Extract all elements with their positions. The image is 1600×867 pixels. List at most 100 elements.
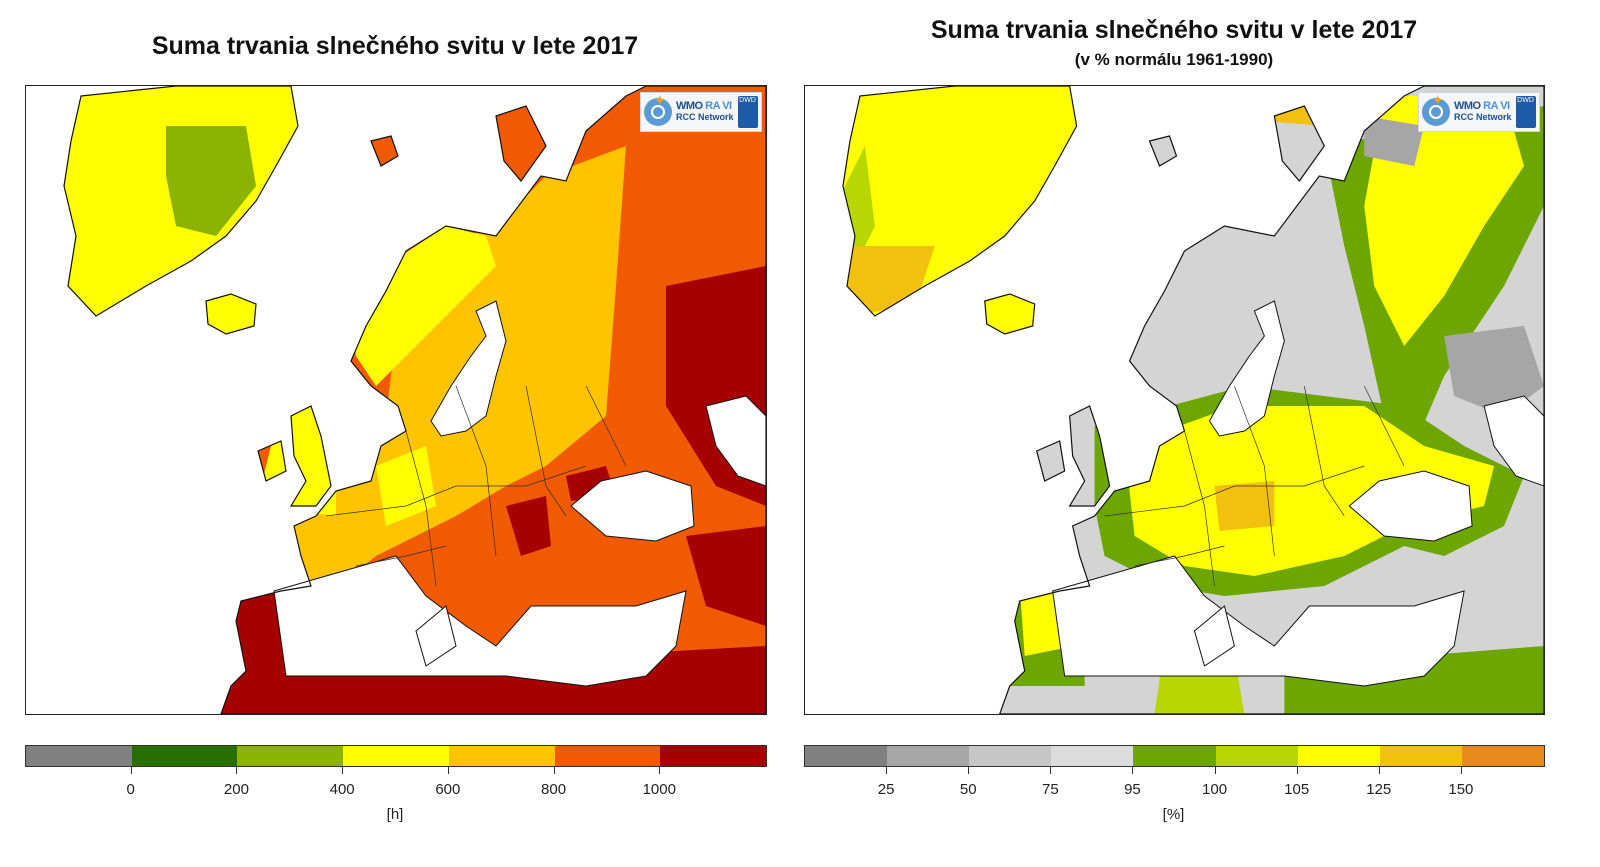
value-region (376, 446, 436, 526)
right-map-subtitle: (v % normálu 1961-1990) (1074, 50, 1274, 69)
coastline-iceland (205, 293, 257, 335)
value-region (346, 226, 496, 386)
colorbar-tick-label: 600 (435, 781, 461, 798)
sunshine-percent-normal-map: ✦ WMO RA VI RCC Network DWD (804, 85, 1545, 715)
value-region (1124, 406, 1495, 576)
country-border (585, 385, 627, 467)
sunshine-hours-map: ✦ WMO RA VI RCC Network DWD (25, 85, 767, 715)
wmo-globe-icon: ✦ (644, 92, 672, 126)
logo-text: WMO (676, 100, 706, 112)
colorbar (804, 745, 1545, 767)
coastline-mainland (220, 86, 766, 714)
colorbar-segment (887, 746, 970, 766)
value-region (1184, 86, 1365, 126)
colorbar-segment (1133, 746, 1216, 766)
value-region (166, 126, 256, 236)
colorbar-unit-label: [h] (386, 806, 404, 823)
sea (705, 395, 766, 487)
coastline-ireland (257, 440, 287, 482)
coastline-mainland (999, 86, 1544, 714)
country-border (1363, 385, 1405, 467)
value-region (1214, 481, 1275, 531)
coastline-greenland (842, 86, 1078, 317)
colorbar-tick (553, 766, 555, 774)
logo-text: RA VI (1483, 100, 1510, 112)
left-map-title: Suma trvania slnečného svitu v lete 2017 (151, 32, 639, 60)
colorbar-tick-label: 200 (223, 781, 249, 798)
value-region (1364, 116, 1425, 166)
map-canvas (63, 86, 766, 714)
country-border (355, 545, 447, 567)
colorbar-tick-label: 25 (877, 781, 895, 798)
country-border (1184, 430, 1215, 587)
colorbar-tick-label: 125 (1366, 781, 1392, 798)
sea (1052, 555, 1465, 687)
colorbar-segment (1215, 746, 1298, 766)
coastline-novaya (495, 105, 547, 182)
colorbar-tick (342, 766, 344, 774)
sea (570, 470, 695, 542)
sea (1483, 395, 1544, 487)
colorbar-tick (886, 766, 888, 774)
dwd-logo: DWD (737, 96, 758, 128)
colorbar-segment (131, 746, 238, 766)
coastline-britain (289, 405, 332, 507)
colorbar-tick-label: 105 (1284, 781, 1310, 798)
colorbar-tick-label: 75 (1041, 781, 1059, 798)
wmo-globe-icon: ✦ (1422, 92, 1450, 126)
right-map-title: Suma trvania slnečného svitu v lete 2017 (930, 16, 1418, 44)
value-region (686, 526, 766, 626)
coastline-greenland (63, 86, 299, 317)
colorbar (25, 745, 767, 767)
colorbar-unit-label: [%] (1162, 806, 1185, 823)
colorbar-tick-label: 150 (1448, 781, 1474, 798)
coastline-svalbard (370, 135, 399, 167)
dwd-logo: DWD (1515, 96, 1536, 128)
value-region (844, 246, 935, 316)
colorbar-tick (1460, 766, 1462, 774)
colorbar-tick-label: 800 (541, 781, 567, 798)
sea (430, 300, 507, 437)
colorbar-segment (805, 746, 888, 766)
colorbar-tick (1214, 766, 1216, 774)
country-border (1303, 385, 1345, 517)
colorbar-tick (1378, 766, 1380, 774)
logo-text: RCC Network (1454, 112, 1512, 122)
colorbar-segment (1461, 746, 1544, 766)
map-canvas (842, 86, 1544, 714)
colorbar-tick (130, 766, 132, 774)
colorbar-tick-label: 0 (126, 781, 135, 798)
colorbar-tick-label: 50 (959, 781, 977, 798)
coastline-britain (1068, 405, 1111, 507)
sea (273, 555, 687, 687)
country-border (1234, 385, 1275, 557)
colorbar-tick (236, 766, 238, 774)
wmo-rcc-logo: ✦ WMO RA VI RCC Network DWD (640, 92, 762, 132)
colorbar-tick-label: 400 (329, 781, 355, 798)
colorbar-tick-label: 100 (1202, 781, 1228, 798)
coastline-ireland (1035, 440, 1066, 482)
colorbar-tick (447, 766, 449, 774)
country-border (325, 465, 587, 517)
country-border (405, 430, 437, 587)
country-border (1104, 465, 1365, 517)
colorbar-segment (237, 746, 344, 766)
colorbar-segment (1297, 746, 1380, 766)
country-border (1134, 545, 1225, 567)
value-region (842, 86, 1095, 346)
logo-text: WMO (1454, 100, 1484, 112)
colorbar-tick (1296, 766, 1298, 774)
sea (1208, 300, 1285, 437)
colorbar-segment (554, 746, 661, 766)
colorbar-segment (26, 746, 132, 766)
wmo-rcc-logo: ✦ WMO RA VI RCC Network DWD (1418, 92, 1540, 132)
coastline-iceland (984, 293, 1036, 335)
colorbar-tick (968, 766, 970, 774)
sea (1348, 470, 1473, 542)
colorbar-tick (1050, 766, 1052, 774)
coastline-svalbard (1148, 135, 1178, 167)
colorbar-segment (969, 746, 1052, 766)
colorbar-tick-label: 1000 (642, 781, 676, 798)
colorbar-tick (659, 766, 661, 774)
colorbar-segment (660, 746, 767, 766)
